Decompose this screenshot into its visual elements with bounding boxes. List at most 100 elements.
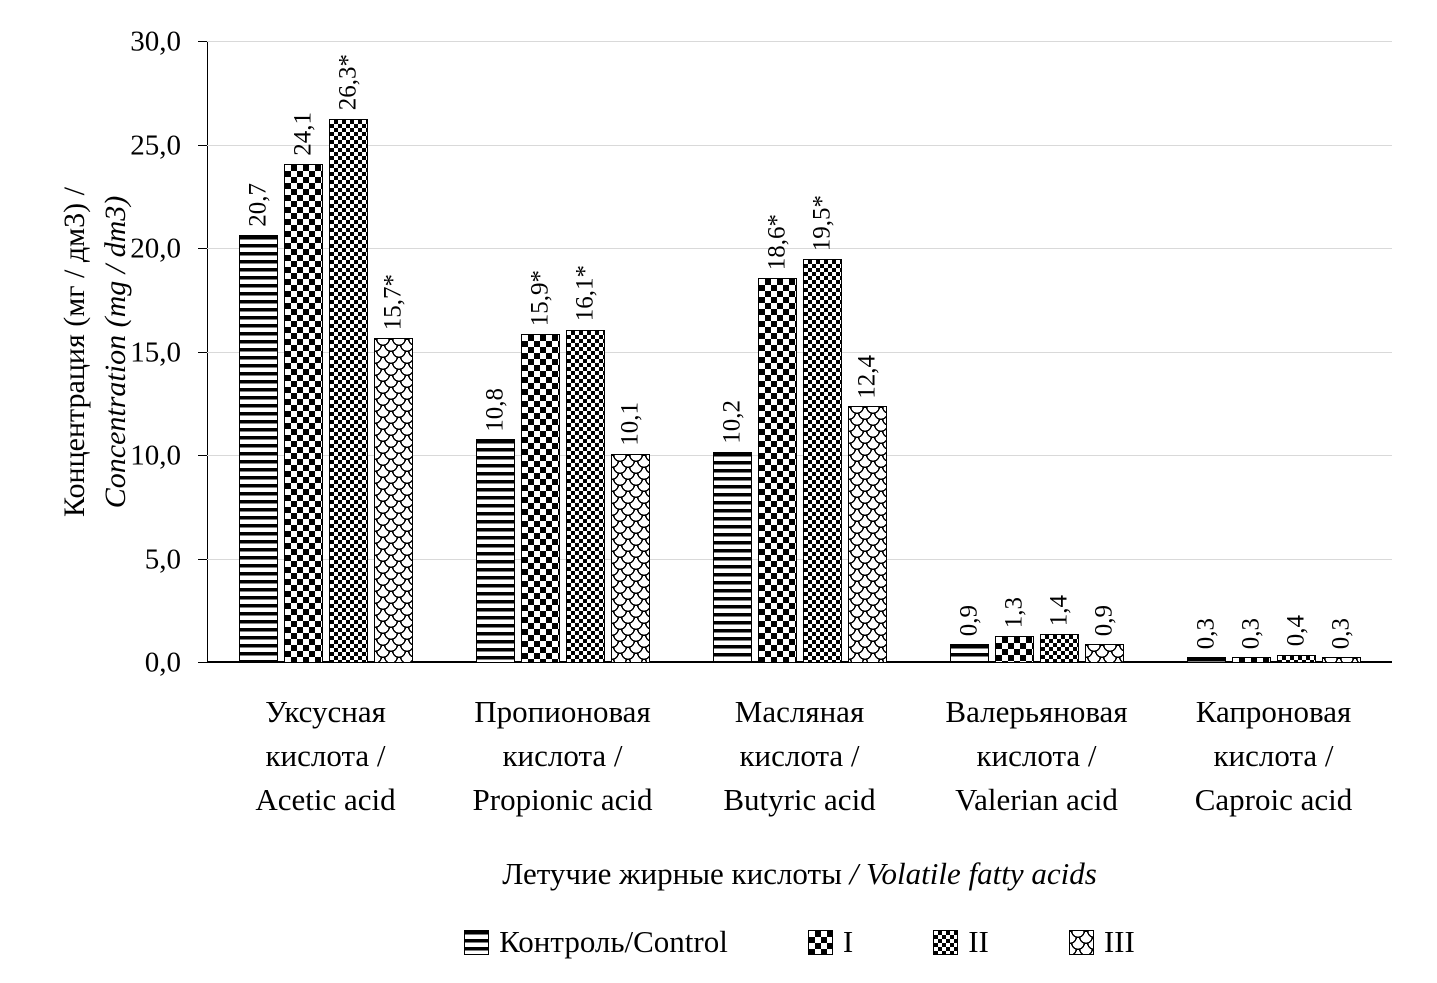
category-label-line: Пропионовая <box>474 694 651 729</box>
bar-slot: 1,4 <box>1039 42 1079 663</box>
bar-slot: 20,7 <box>238 42 278 663</box>
bar-series-3-category-1 <box>610 453 650 663</box>
bar-value-label: 15,7* <box>379 273 407 331</box>
bar-value-label: 0,4 <box>1282 615 1310 647</box>
category-label-line: Капроновая <box>1195 694 1352 729</box>
y-tick-mark <box>198 351 207 353</box>
legend-label: Контроль/Control <box>499 924 728 959</box>
legend-label: III <box>1103 924 1135 959</box>
y-tick-label: 20,0 <box>130 232 181 265</box>
bar-series-2-category-3 <box>1039 634 1079 663</box>
y-axis-tick-labels: 0,0 5,0 10,0 15,0 20,0 25,0 30,0 <box>0 26 195 679</box>
bar-group: 10,8 15,9* 16,1* 10,1 <box>444 42 681 663</box>
bar-groups: 20,7 24,1 26,3* 15,7* 10,8 15,9* 16,1* 10,1 10,2… <box>207 42 1392 663</box>
bar-slot: 10,1 <box>610 42 650 663</box>
bar-slot: 16,1* <box>565 42 605 663</box>
category-label-line: Propionic acid <box>472 782 653 818</box>
legend-swatch-checkerboard-icon <box>807 929 833 955</box>
bar-value-label: 0,9 <box>1090 605 1118 637</box>
bar-value-label: 15,9* <box>526 269 554 326</box>
bar-value-label: 16,1* <box>571 265 599 322</box>
bar-slot: 0,3 <box>1186 42 1226 663</box>
legend-swatch-fish-scale-icon <box>1068 929 1094 955</box>
y-tick-mark <box>198 455 207 456</box>
bar-value-label: 1,3 <box>1000 596 1028 629</box>
bar-series-3-category-3 <box>1084 644 1124 663</box>
x-axis-title-ru: Летучие жирные кислоты <box>502 856 850 891</box>
bar-value-label: 0,3 <box>1327 617 1355 649</box>
category-label-line: кислота / <box>976 738 1097 774</box>
bar-value-label: 0,3 <box>1237 617 1265 649</box>
category-label-line: Valerian acid <box>955 782 1118 818</box>
bar-slot: 15,9* <box>520 42 560 663</box>
x-axis-title: Летучие жирные кислоты / Volatile fatty … <box>207 856 1392 892</box>
category-label-line: кислота / <box>502 738 623 774</box>
bar-series-1-category-4 <box>1231 656 1271 663</box>
bar-series-1-category-0 <box>283 164 323 663</box>
y-tick-mark <box>198 248 207 249</box>
bar-series-3-category-4 <box>1321 656 1361 663</box>
bar-slot: 0,9 <box>949 42 989 663</box>
y-tick-mark <box>198 41 207 42</box>
bar-series-0-category-2 <box>712 451 752 663</box>
bar-slot: 26,3* <box>328 42 368 663</box>
bar-value-label: 0,3 <box>1192 617 1220 649</box>
bar-value-label: 12,4 <box>853 354 881 399</box>
category-label-line: Butyric acid <box>723 782 876 818</box>
legend-item: II <box>933 924 989 960</box>
legend-swatch-horizontal-stripes-icon <box>464 929 490 955</box>
gridline <box>207 144 1392 146</box>
y-tick-label: 15,0 <box>130 336 181 368</box>
bar-slot: 0,3 <box>1321 42 1361 663</box>
x-axis-title-en: / Volatile fatty acids <box>849 856 1097 891</box>
bar-value-label: 1,4 <box>1045 594 1073 627</box>
bar-slot: 0,4 <box>1276 42 1316 663</box>
plot-area: 20,7 24,1 26,3* 15,7* 10,8 15,9* 16,1* 10,1 10,2… <box>198 41 1392 663</box>
bar-slot: 18,6* <box>757 42 797 663</box>
gridline <box>207 41 1392 42</box>
bar-value-label: 20,7 <box>244 182 272 227</box>
bar-slot: 10,2 <box>712 42 752 663</box>
y-tick-mark <box>198 558 207 560</box>
category-label: Уксусная кислота / Acetic acid <box>207 690 444 822</box>
gridline <box>207 455 1392 456</box>
bar-series-1-category-3 <box>994 636 1034 663</box>
bar-value-label: 26,3* <box>334 54 362 111</box>
y-tick-label: 25,0 <box>130 129 181 161</box>
bar-slot: 19,5* <box>802 42 842 663</box>
category-label-line: Валерьяновая <box>945 694 1128 729</box>
x-axis-category-labels: Уксусная кислота / Acetic acid Пропионовая к… <box>207 690 1392 822</box>
x-axis-line <box>207 661 1392 663</box>
category-label: Капроновая кислота / Caproic acid <box>1155 690 1392 822</box>
category-label-line: Acetic acid <box>255 782 396 818</box>
bar-series-2-category-4 <box>1276 654 1316 663</box>
bar-series-0-category-4 <box>1186 656 1226 663</box>
bar-slot: 0,3 <box>1231 42 1271 663</box>
gridline <box>207 351 1392 353</box>
category-label-line: Масляная <box>734 694 865 729</box>
y-tick-mark <box>198 144 207 146</box>
bar-group: 0,3 0,3 0,4 0,3 <box>1155 42 1392 663</box>
y-axis-line <box>207 42 208 663</box>
category-label: Масляная кислота / Butyric acid <box>681 690 918 822</box>
category-label-line: кислота / <box>739 738 860 774</box>
bar-value-label: 24,1 <box>289 112 317 157</box>
bar-slot: 10,8 <box>475 42 515 663</box>
legend-item: III <box>1068 924 1135 960</box>
bar-slot: 1,3 <box>994 42 1034 663</box>
legend: Контроль/Control I II III <box>207 924 1392 960</box>
y-tick-label: 30,0 <box>130 25 181 58</box>
legend-item: Контроль/Control <box>464 924 728 960</box>
bar-slot: 15,7* <box>373 42 413 663</box>
y-tick-label: 10,0 <box>130 439 181 472</box>
bar-value-label: 10,1 <box>616 402 644 446</box>
category-label-line: кислота / <box>265 738 386 774</box>
bar-series-1-category-1 <box>520 333 560 663</box>
y-tick-label: 0,0 <box>144 646 181 679</box>
bar-value-label: 18,6* <box>763 213 791 270</box>
y-tick-mark <box>198 662 207 663</box>
bar-series-2-category-0 <box>328 118 368 663</box>
bar-slot: 0,9 <box>1084 42 1124 663</box>
category-label-line: кислота / <box>1213 738 1334 774</box>
